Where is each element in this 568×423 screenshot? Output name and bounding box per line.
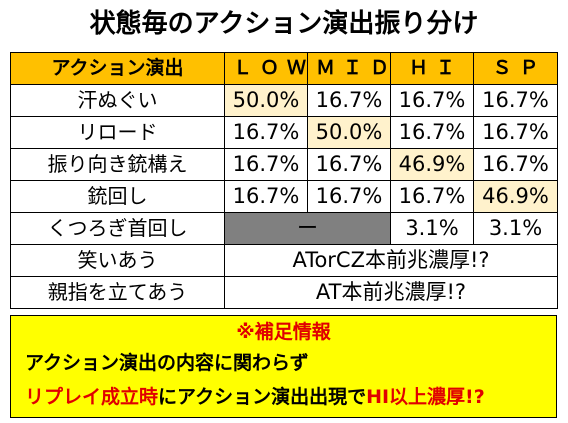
cell-hi: 16.7%: [390, 180, 474, 213]
note-line-2: リプレイ成立時にアクション演出出現でHI以上濃厚!?: [25, 384, 485, 410]
cell-low: 16.7%: [224, 148, 308, 181]
cell-merged: ATorCZ本前兆濃厚!?: [224, 244, 558, 277]
note-replay-text: リプレイ成立時: [25, 386, 159, 408]
row-label: 振り向き銃構え: [10, 148, 225, 181]
action-distribution-table: アクション演出 ＬＯＷ ＭＩＤ ＨＩ ＳＰ 汗ぬぐい 50.0% 16.7% 1…: [10, 52, 558, 309]
note-title: ※補足情報: [236, 321, 331, 343]
note-line-1: アクション演出の内容に関わらず: [25, 352, 309, 374]
page-title: 状態毎のアクション演出振り分け: [89, 9, 479, 39]
cell-low: 50.0%: [224, 84, 308, 117]
cell-mid: 16.7%: [307, 84, 391, 117]
cell-sp: 16.7%: [473, 116, 558, 149]
header-sp: ＳＰ: [473, 52, 558, 85]
header-hi: ＨＩ: [390, 52, 474, 85]
note-middle-text: にアクション演出出現で: [158, 386, 367, 408]
cell-merged: AT本前兆濃厚!?: [224, 276, 558, 309]
cell-hi: 3.1%: [390, 212, 474, 245]
row-label: 笑いあう: [10, 244, 225, 277]
cell-hi: 46.9%: [390, 148, 474, 181]
cell-hi: 16.7%: [390, 84, 474, 117]
table-row: 親指を立てあう AT本前兆濃厚!?: [10, 276, 558, 309]
header-low: ＬＯＷ: [224, 52, 308, 85]
cell-mid: 50.0%: [307, 116, 391, 149]
cell-low: 16.7%: [224, 180, 308, 213]
table-row: 振り向き銃構え 16.7% 16.7% 46.9% 16.7%: [10, 148, 558, 181]
table-row: くつろぎ首回し ー 3.1% 3.1%: [10, 212, 558, 245]
header-action: アクション演出: [10, 52, 225, 85]
cell-low: 16.7%: [224, 116, 308, 149]
table-row: 汗ぬぐい 50.0% 16.7% 16.7% 16.7%: [10, 84, 558, 117]
note-hi-text: HI以上濃厚!?: [366, 386, 485, 408]
table-header-row: アクション演出 ＬＯＷ ＭＩＤ ＨＩ ＳＰ: [10, 52, 558, 85]
header-mid: ＭＩＤ: [307, 52, 391, 85]
cell-mid: 16.7%: [307, 180, 391, 213]
row-label: 銃回し: [10, 180, 225, 213]
row-label: リロード: [10, 116, 225, 149]
table-row: 銃回し 16.7% 16.7% 16.7% 46.9%: [10, 180, 558, 213]
row-label: くつろぎ首回し: [10, 212, 225, 245]
table-row: 笑いあう ATorCZ本前兆濃厚!?: [10, 244, 558, 277]
cell-sp: 16.7%: [473, 148, 558, 181]
table-row: リロード 16.7% 50.0% 16.7% 16.7%: [10, 116, 558, 149]
cell-mid: 16.7%: [307, 148, 391, 181]
cell-low-mid-merged: ー: [224, 212, 391, 245]
cell-sp: 46.9%: [473, 180, 558, 213]
cell-hi: 16.7%: [390, 116, 474, 149]
cell-sp: 16.7%: [473, 84, 558, 117]
row-label: 親指を立てあう: [10, 276, 225, 309]
row-label: 汗ぬぐい: [10, 84, 225, 117]
supplementary-note-box: ※補足情報 アクション演出の内容に関わらず リプレイ成立時にアクション演出出現で…: [10, 315, 557, 418]
cell-sp: 3.1%: [473, 212, 558, 245]
